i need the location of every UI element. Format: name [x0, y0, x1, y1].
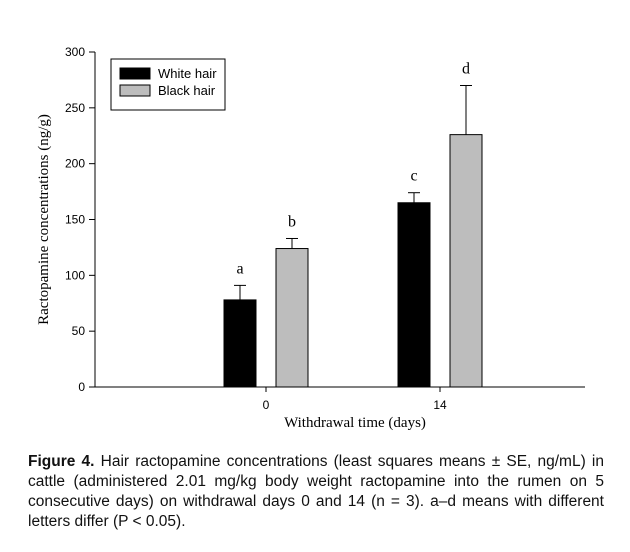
x-axis-title: Withdrawal time (days) [284, 415, 426, 431]
significance-letter: a [236, 260, 243, 277]
y-tick-label: 50 [72, 324, 86, 338]
significance-letter: d [462, 61, 470, 78]
y-tick-label: 300 [65, 45, 85, 59]
legend-swatch [119, 67, 151, 80]
caption-label: Figure 4. [28, 453, 95, 470]
significance-letter: c [410, 168, 417, 185]
x-tick-label: 14 [433, 398, 447, 412]
bar [275, 248, 309, 388]
x-tick-label: 0 [263, 398, 270, 412]
bar [223, 299, 257, 388]
figure-caption: Figure 4. Hair ractopamine concentration… [28, 452, 604, 532]
bar [449, 134, 483, 388]
caption-text: Hair ractopamine concentrations (least s… [28, 453, 604, 530]
legend-label: White hair [158, 66, 217, 81]
chart: 0 50 100 150 200 250 300 0 14 a c b d White hair Bla… [36, 45, 585, 431]
legend: White hair Black hair [110, 58, 226, 111]
legend-label: Black hair [158, 83, 216, 98]
bar [397, 202, 431, 388]
y-tick-label: 150 [65, 213, 85, 227]
significance-letter: b [288, 213, 296, 230]
y-axis-title: Ractopamine concentrations (ng/g) [36, 114, 52, 325]
legend-swatch [119, 84, 151, 97]
y-tick-label: 100 [65, 268, 85, 282]
y-tick-label: 250 [65, 101, 85, 115]
bars: a c b d [223, 61, 483, 388]
axes: 0 50 100 150 200 250 300 0 14 [65, 45, 585, 412]
y-tick-label: 200 [65, 157, 85, 171]
y-tick-label: 0 [78, 380, 85, 394]
